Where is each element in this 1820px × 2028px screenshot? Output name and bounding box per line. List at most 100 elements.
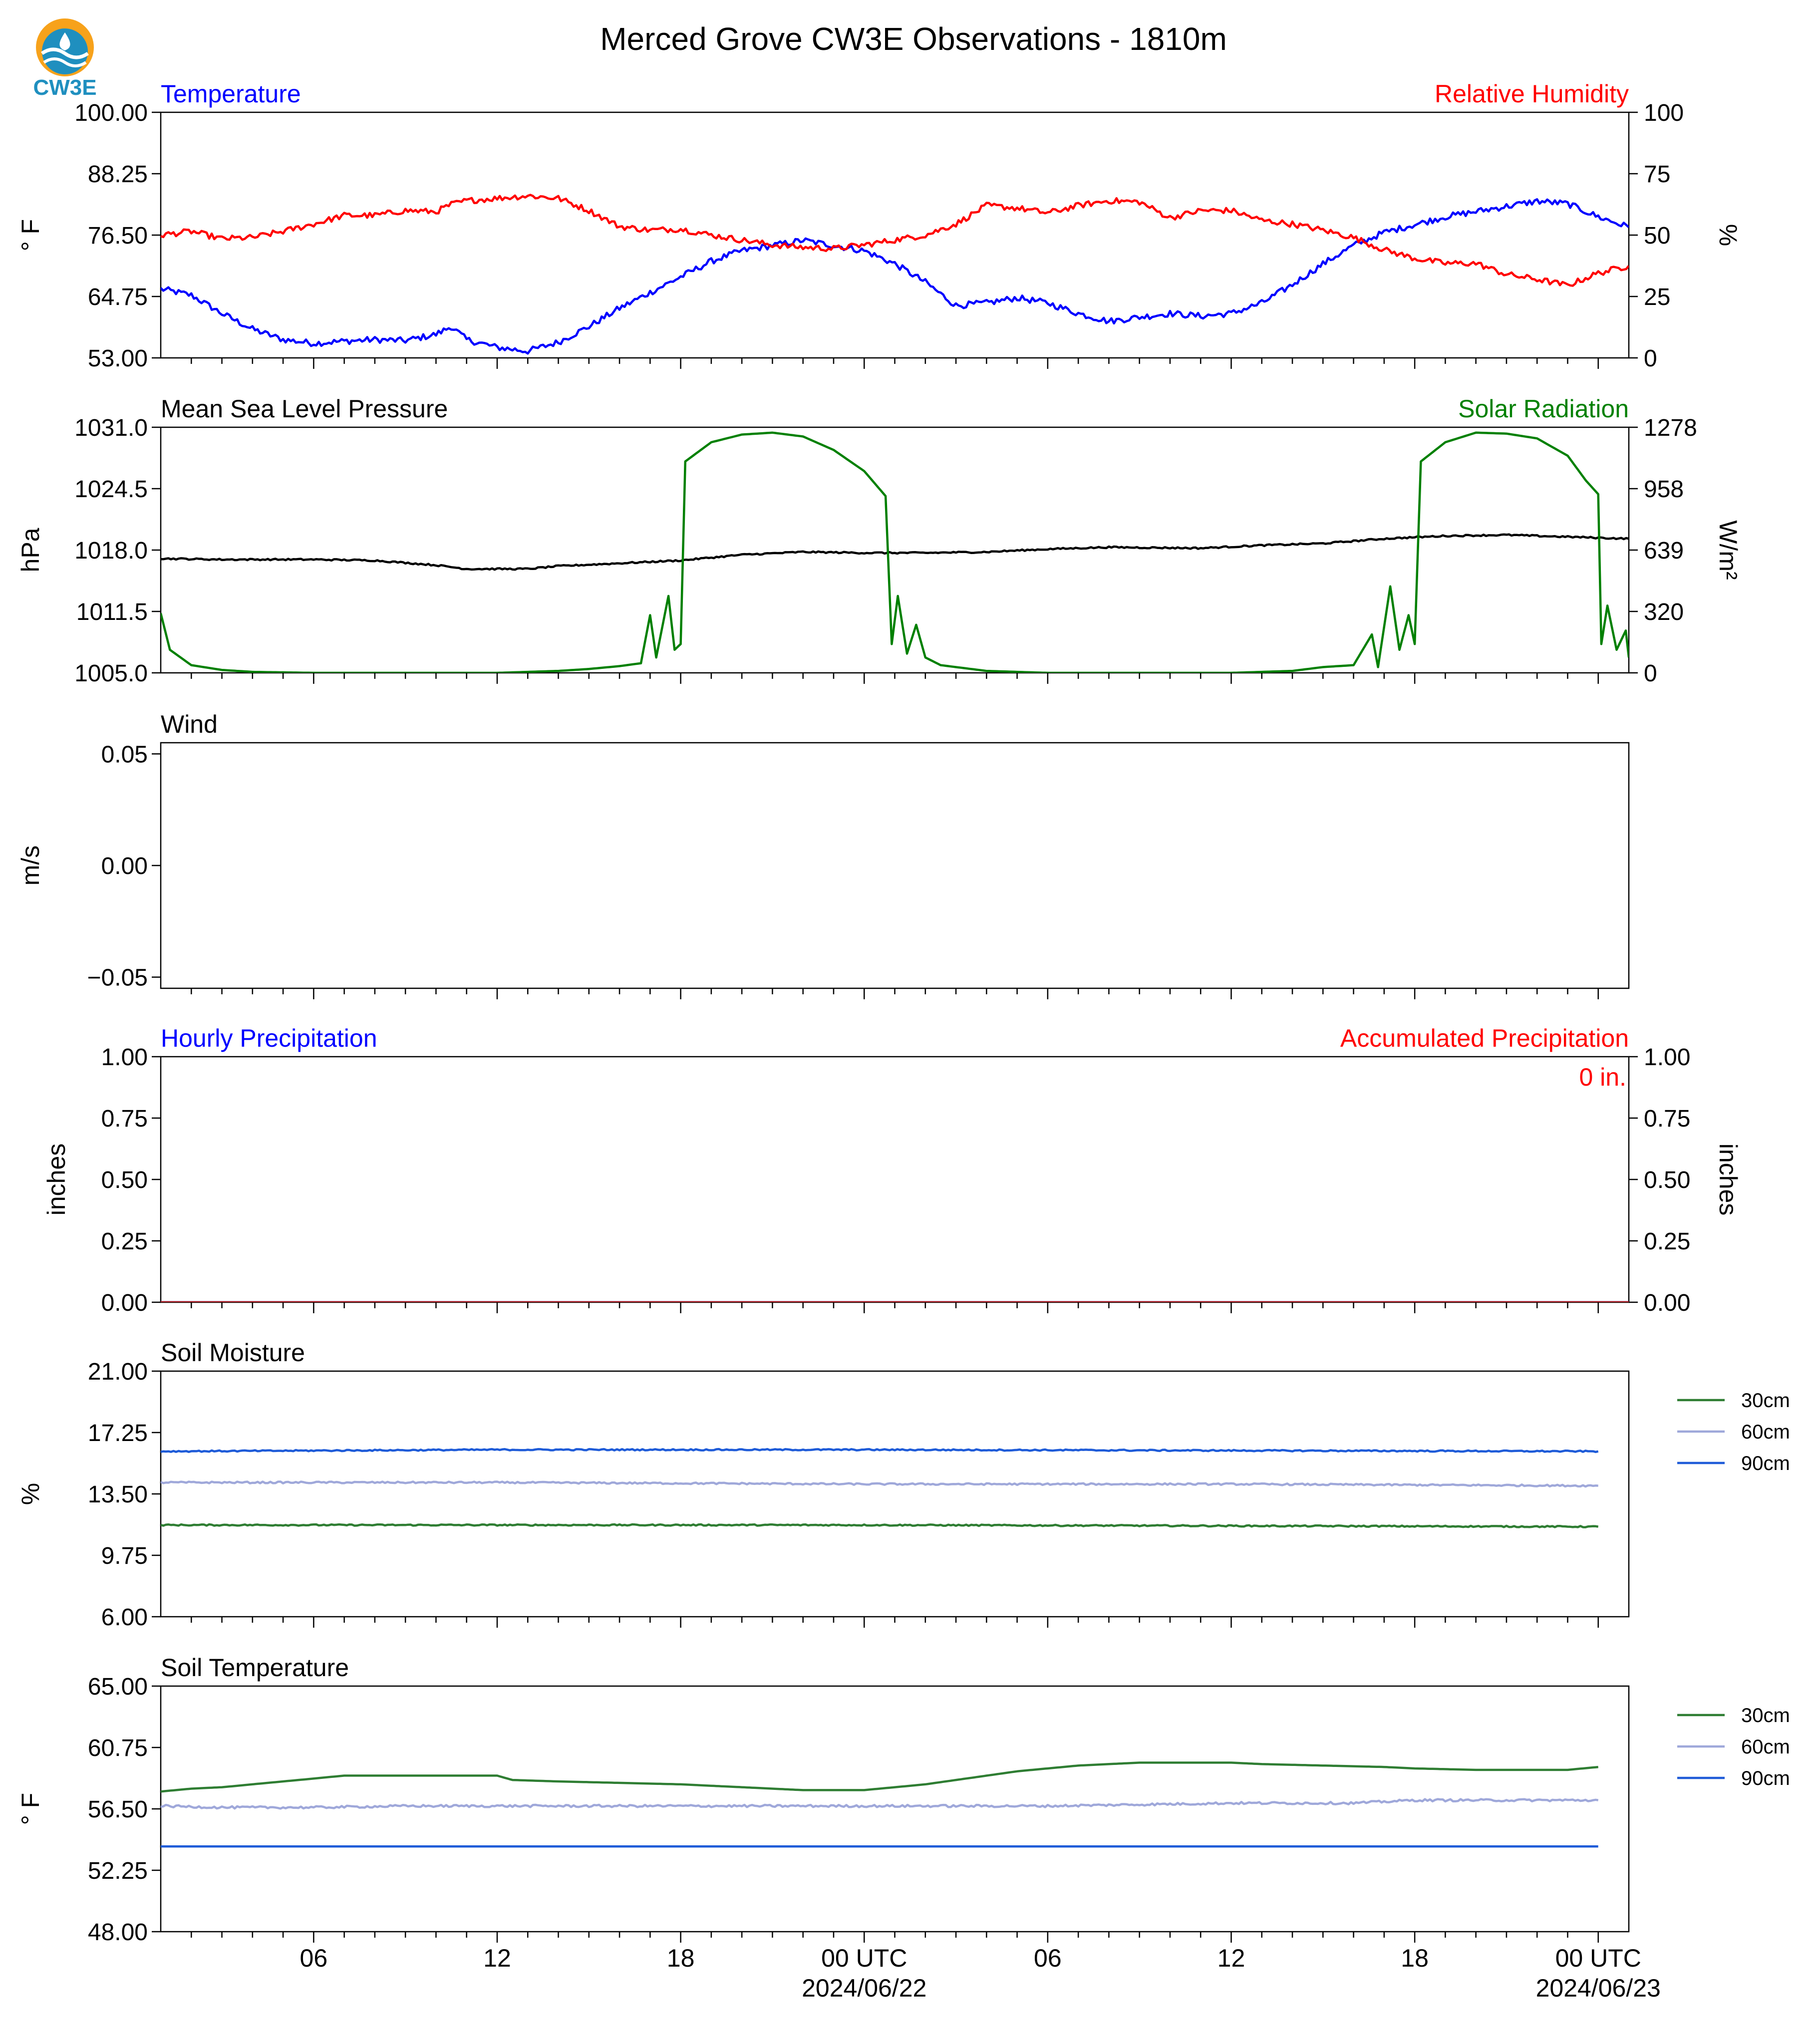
panel-title-right: Solar Radiation [1458, 395, 1629, 423]
series-line-mean-sea-level-pressure [161, 533, 1629, 571]
logo-text: CW3E [33, 75, 96, 100]
series-group [161, 1761, 1599, 1848]
accumulated-total-label: 0 in. [1579, 1063, 1626, 1091]
x-tick-label: 06 [300, 1944, 328, 1972]
y-tick-label: 65.00 [88, 1674, 148, 1700]
y-right-tick-label: 1.00 [1644, 1044, 1690, 1071]
y-right-tick-label: 50 [1644, 223, 1670, 249]
x-tick-label: 18 [1401, 1944, 1429, 1972]
x-date-label: 2024/06/22 [802, 1974, 926, 2002]
y-right-tick-label: 320 [1644, 599, 1684, 625]
y-tick-label: 21.00 [88, 1359, 148, 1385]
panel-soil-temperature: Soil Temperature 48.00 52.25 56.50 60.75 65.0… [16, 1654, 1790, 2002]
y-tick-label: 0.25 [101, 1228, 148, 1255]
series-group [161, 194, 1629, 355]
figure-title: Merced Grove CW3E Observations - 1810m [600, 21, 1227, 57]
y-tick-label: 6.00 [101, 1604, 148, 1631]
y-tick-label: 1031.0 [74, 415, 148, 441]
series-line-temperature [161, 198, 1629, 355]
x-tick-label: 06 [1034, 1944, 1062, 1972]
legend-label: 60cm [1741, 1736, 1790, 1758]
y-right-tick-label: 1278 [1644, 415, 1697, 441]
series-line-60cm [161, 1798, 1599, 1810]
panel-wind: Wind −0.05 0.00 0.05 m/s [16, 710, 1630, 999]
y-axis-label: inches [42, 1144, 70, 1216]
y-right-tick-label: 0 [1644, 660, 1657, 687]
legend-label: 90cm [1741, 1767, 1790, 1789]
y-axis-label: ° F [16, 219, 44, 251]
y-tick-label: 56.50 [88, 1796, 148, 1823]
y-tick-label: 0.75 [101, 1106, 148, 1132]
y-right-tick-label: 0 [1644, 345, 1657, 372]
y-tick-label: 0.50 [101, 1167, 148, 1193]
y-tick-label: 0.05 [101, 741, 148, 768]
cw3e-logo: CW3E [33, 18, 97, 100]
panel-title-left: Soil Temperature [161, 1654, 349, 1682]
logo-wave-icon [41, 47, 89, 59]
series-line-30cm [161, 1523, 1599, 1528]
panel-title-left: Wind [161, 710, 218, 738]
y-tick-label: 76.50 [88, 223, 148, 249]
legend-label: 90cm [1741, 1452, 1790, 1474]
panel-title-right: Relative Humidity [1435, 80, 1629, 108]
legend-label: 30cm [1741, 1705, 1790, 1727]
y-tick-label: −0.05 [87, 965, 148, 991]
y-tick-label: 88.25 [88, 161, 148, 188]
y-tick-label: 52.25 [88, 1858, 148, 1884]
x-tick-label: 12 [483, 1944, 511, 1972]
series-line-relative-humidity [161, 194, 1629, 287]
series-line-60cm [161, 1480, 1598, 1488]
y-tick-label: 64.75 [88, 284, 148, 310]
panel-temperature-humidity: Temperature Relative Humidity 53.00 64.75 76… [16, 80, 1742, 372]
panel-title-left: Temperature [161, 80, 301, 108]
y-tick-label: 53.00 [88, 345, 148, 372]
panel-precipitation: Hourly Precipitation Accumulated Precipit… [42, 1024, 1742, 1316]
y-tick-label: 60.75 [88, 1735, 148, 1761]
x-tick-label: 00 UTC [1555, 1944, 1641, 1972]
series-group [161, 431, 1629, 673]
series-group [161, 1448, 1599, 1528]
y-tick-label: 1024.5 [74, 476, 148, 503]
panel-title-left: Soil Moisture [161, 1339, 305, 1367]
y-axis-right-label: inches [1714, 1144, 1742, 1216]
x-tick-label: 18 [667, 1944, 695, 1972]
y-tick-label: 1.00 [101, 1044, 148, 1071]
y-tick-label: 0.00 [101, 853, 148, 879]
y-axis-right-label: W/m² [1714, 520, 1742, 579]
y-tick-label: 9.75 [101, 1543, 148, 1569]
y-tick-label: 1011.5 [76, 599, 148, 625]
y-right-tick-label: 958 [1644, 476, 1684, 503]
y-tick-label: 48.00 [88, 1919, 148, 1946]
y-tick-label: 0.00 [101, 1290, 148, 1316]
y-axis-right-label: % [1714, 224, 1742, 246]
x-date-label: 2024/06/23 [1536, 1974, 1661, 2002]
y-tick-label: 1005.0 [74, 660, 148, 687]
y-right-tick-label: 639 [1644, 538, 1684, 564]
y-tick-label: 100.00 [74, 100, 148, 126]
series-line-90cm [161, 1448, 1599, 1453]
logo-drop-icon [59, 32, 70, 50]
x-tick-label: 12 [1217, 1944, 1245, 1972]
y-axis-label: hPa [16, 528, 44, 572]
chart-panels: Temperature Relative Humidity 53.00 64.75 76… [16, 80, 1790, 2002]
panel-title-left: Mean Sea Level Pressure [161, 395, 448, 423]
y-right-tick-label: 0.25 [1644, 1228, 1690, 1255]
series-line-30cm [161, 1761, 1598, 1793]
y-tick-label: 13.50 [88, 1481, 148, 1508]
logo-wave-2-icon [43, 57, 87, 67]
panel-pressure-solar: Mean Sea Level Pressure Solar Radiation 10… [16, 395, 1742, 687]
y-right-tick-label: 100 [1644, 100, 1684, 126]
y-axis-label: m/s [16, 846, 44, 886]
y-right-tick-label: 75 [1644, 161, 1670, 188]
y-right-tick-label: 0.50 [1644, 1167, 1690, 1193]
legend-label: 30cm [1741, 1390, 1790, 1412]
x-tick-label: 00 UTC [821, 1944, 907, 1972]
y-axis-label: ° F [16, 1793, 44, 1825]
y-tick-label: 1018.0 [74, 538, 148, 564]
y-axis-label: % [16, 1483, 44, 1505]
panel-soil-moisture: Soil Moisture 6.00 9.75 13.50 17.25 21.00% 30c… [16, 1339, 1790, 1631]
y-tick-label: 17.25 [88, 1420, 148, 1447]
panel-title-left: Hourly Precipitation [161, 1024, 377, 1052]
